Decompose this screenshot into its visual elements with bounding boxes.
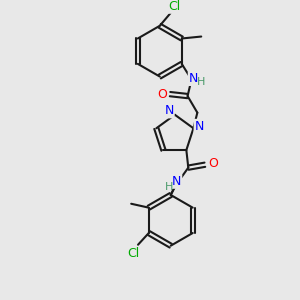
Text: O: O	[157, 88, 167, 100]
Text: N: N	[164, 104, 174, 117]
Text: N: N	[189, 72, 198, 85]
Text: O: O	[208, 157, 218, 170]
Text: Cl: Cl	[168, 0, 181, 13]
Text: H: H	[165, 182, 173, 192]
Text: H: H	[197, 77, 206, 87]
Text: N: N	[195, 120, 204, 133]
Text: Cl: Cl	[127, 247, 139, 260]
Text: N: N	[172, 175, 181, 188]
